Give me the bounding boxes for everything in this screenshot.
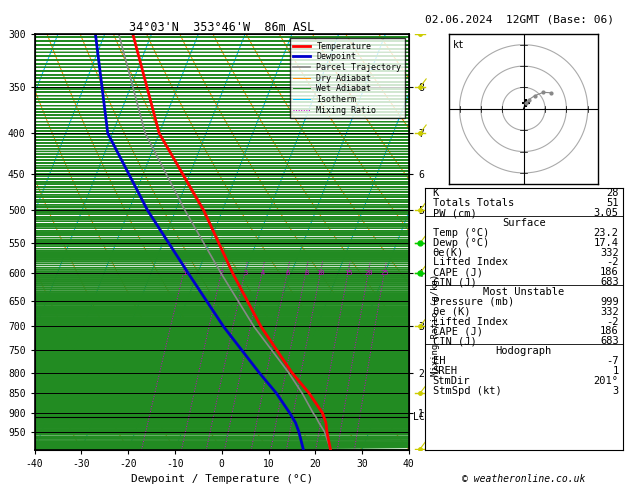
Text: 186: 186 [600, 327, 619, 336]
Text: CAPE (J): CAPE (J) [433, 267, 482, 278]
Text: 1: 1 [613, 366, 619, 376]
Text: 3: 3 [613, 385, 619, 396]
Text: 8: 8 [304, 270, 308, 277]
Text: CAPE (J): CAPE (J) [433, 327, 482, 336]
Text: 999: 999 [600, 297, 619, 307]
Text: 20: 20 [364, 270, 373, 277]
Text: StmDir: StmDir [433, 376, 470, 386]
Title: 34°03'N  353°46'W  86m ASL: 34°03'N 353°46'W 86m ASL [129, 21, 314, 34]
Y-axis label: km
ASL: km ASL [435, 231, 452, 253]
Text: 23.2: 23.2 [594, 228, 619, 238]
Y-axis label: hPa: hPa [0, 232, 3, 252]
Text: Temp (°C): Temp (°C) [433, 228, 489, 238]
Text: 25: 25 [381, 270, 389, 277]
Text: 186: 186 [600, 267, 619, 278]
Text: 201°: 201° [594, 376, 619, 386]
Text: Dewp (°C): Dewp (°C) [433, 238, 489, 248]
Text: Totals Totals: Totals Totals [433, 198, 514, 208]
Text: 1: 1 [182, 270, 186, 277]
Text: Hodograph: Hodograph [496, 346, 552, 356]
Text: Most Unstable: Most Unstable [483, 287, 564, 297]
Text: SREH: SREH [433, 366, 457, 376]
Text: LCL: LCL [413, 412, 431, 422]
Text: 3: 3 [243, 270, 247, 277]
Text: CIN (J): CIN (J) [433, 336, 476, 346]
Text: StmSpd (kt): StmSpd (kt) [433, 385, 501, 396]
Text: 3.05: 3.05 [594, 208, 619, 218]
Text: © weatheronline.co.uk: © weatheronline.co.uk [462, 473, 586, 484]
Text: 28: 28 [606, 189, 619, 198]
Text: K: K [433, 189, 439, 198]
X-axis label: Dewpoint / Temperature (°C): Dewpoint / Temperature (°C) [131, 474, 313, 484]
Text: -2: -2 [606, 258, 619, 267]
Text: 683: 683 [600, 336, 619, 346]
Text: θe (K): θe (K) [433, 307, 470, 317]
Text: Mixing Ratio (g/kg): Mixing Ratio (g/kg) [431, 274, 440, 376]
Text: 02.06.2024  12GMT (Base: 06): 02.06.2024 12GMT (Base: 06) [425, 15, 613, 25]
Text: 332: 332 [600, 307, 619, 317]
Text: -2: -2 [606, 316, 619, 327]
Text: CIN (J): CIN (J) [433, 277, 476, 287]
Text: -7: -7 [606, 356, 619, 366]
Text: 6: 6 [286, 270, 290, 277]
Text: 332: 332 [600, 247, 619, 258]
Text: kt: kt [454, 40, 465, 50]
Text: 4: 4 [260, 270, 265, 277]
Text: EH: EH [433, 356, 445, 366]
Text: 15: 15 [344, 270, 353, 277]
Text: 2: 2 [220, 270, 224, 277]
Text: 17.4: 17.4 [594, 238, 619, 248]
Text: 51: 51 [606, 198, 619, 208]
Text: Pressure (mb): Pressure (mb) [433, 297, 514, 307]
Text: Lifted Index: Lifted Index [433, 258, 508, 267]
Text: 10: 10 [316, 270, 325, 277]
Text: PW (cm): PW (cm) [433, 208, 476, 218]
Text: Lifted Index: Lifted Index [433, 316, 508, 327]
Text: θe(K): θe(K) [433, 247, 464, 258]
Legend: Temperature, Dewpoint, Parcel Trajectory, Dry Adiabat, Wet Adiabat, Isotherm, Mi: Temperature, Dewpoint, Parcel Trajectory… [290, 38, 404, 118]
Text: Surface: Surface [502, 218, 545, 228]
Text: 683: 683 [600, 277, 619, 287]
